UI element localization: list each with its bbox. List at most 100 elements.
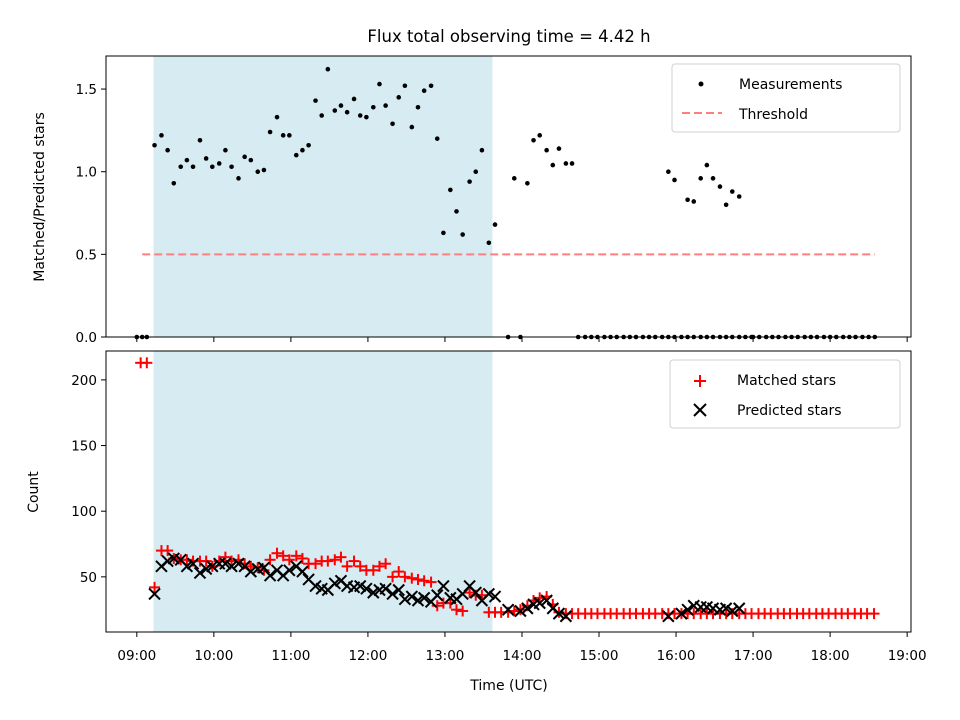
- bottom-y-tick-label: 100: [71, 504, 97, 520]
- predicted-stars-point: [488, 590, 502, 603]
- predicted-stars-point: [417, 591, 431, 605]
- predicted-x-b: [411, 594, 425, 607]
- matched-stars-point: [271, 547, 283, 559]
- measurement-point: [569, 161, 575, 166]
- predicted-x-b: [540, 594, 553, 607]
- bottom-x-tick-label: 15:00: [580, 648, 619, 664]
- bottom-x-tick-label: 17:00: [734, 648, 773, 664]
- predicted-stars-point: [469, 586, 482, 599]
- predicted-x-b: [328, 577, 341, 590]
- measurement-point: [563, 161, 569, 166]
- predicted-stars-point: [199, 562, 213, 576]
- predicted-x-b: [354, 579, 367, 593]
- bottom-legend: Matched stars Predicted stars: [669, 359, 901, 429]
- measurement-point: [492, 222, 498, 227]
- top-panel: 0.0 0.5 1.0 1.5 Matched/Predicted stars Mea…: [32, 55, 912, 346]
- predicted-stars-series: [148, 552, 746, 623]
- predicted-x-b: [379, 582, 392, 595]
- predicted-x-b: [180, 560, 194, 573]
- matched-stars-point: [412, 573, 424, 585]
- matched-stars-point: [367, 564, 379, 576]
- legend-measurements-marker: [698, 81, 704, 87]
- matched-stars-point: [354, 560, 366, 572]
- matched-stars-point: [219, 551, 231, 563]
- predicted-x-b: [219, 557, 232, 570]
- top-y-tick-label: 0.0: [76, 330, 97, 346]
- predicted-x-b: [681, 603, 694, 616]
- matched-stars-point: [141, 357, 153, 369]
- measurement-point: [666, 169, 671, 175]
- predicted-x-b: [405, 590, 419, 603]
- predicted-stars-point: [263, 569, 277, 582]
- measurement-point: [293, 152, 299, 158]
- matched-stars-point: [200, 555, 212, 567]
- predicted-stars-point: [431, 589, 444, 602]
- measurement-point: [344, 109, 350, 115]
- bottom-x-tick-label: 16:00: [657, 648, 696, 664]
- predicted-x-b: [386, 587, 399, 601]
- matched-stars-point: [283, 554, 295, 566]
- top-y-tick-label: 0.5: [76, 247, 97, 263]
- measurement-point: [357, 113, 363, 118]
- bottom-x-tick-label: 09:00: [117, 648, 156, 664]
- measurement-point: [428, 83, 434, 89]
- predicted-stars-point: [540, 594, 553, 607]
- matched-stars-point: [451, 604, 463, 616]
- legend-predicted-marker: [693, 403, 707, 417]
- predicted-x-b: [296, 565, 309, 578]
- measurement-point: [197, 138, 203, 143]
- predicted-x-b: [417, 591, 431, 605]
- measurement-point: [473, 169, 479, 175]
- predicted-x-b: [719, 602, 733, 615]
- matched-stars-point: [181, 554, 193, 566]
- predicted-stars-point: [225, 560, 238, 573]
- predicted-x-b: [726, 604, 739, 618]
- measurement-point: [441, 230, 446, 236]
- predicted-x-b: [733, 602, 746, 615]
- bottom-x-tick-label: 14:00: [503, 648, 542, 664]
- measurement-point: [203, 156, 209, 161]
- predicted-stars-point: [309, 579, 322, 593]
- measurement-point: [550, 162, 556, 168]
- matched-stars-point: [329, 554, 341, 566]
- bottom-x-tick-label: 10:00: [194, 648, 233, 664]
- matched-stars-point: [418, 575, 430, 587]
- bottom-x-tick-label: 18:00: [811, 648, 850, 664]
- predicted-stars-point: [360, 582, 373, 595]
- measurement-point: [377, 81, 382, 87]
- predicted-stars-point: [482, 587, 496, 601]
- measurement-point: [152, 142, 157, 148]
- matched-stars-point: [387, 571, 399, 583]
- predicted-x-b: [193, 566, 207, 580]
- predicted-stars-point: [733, 602, 746, 615]
- measurement-point: [448, 187, 453, 193]
- predicted-stars-point: [161, 554, 174, 568]
- measurement-point: [216, 161, 222, 166]
- predicted-x-b: [257, 561, 271, 574]
- predicted-x-b: [148, 587, 161, 601]
- predicted-x-b: [552, 607, 566, 620]
- bottom-panel: 50 100 150 200 09:00 10:00 11:00 12:00 13:00 14:…: [26, 350, 927, 694]
- measurement-point: [325, 66, 331, 72]
- matched-stars-point: [444, 597, 456, 609]
- measurement-point: [717, 184, 723, 189]
- measurement-point: [479, 147, 485, 153]
- measurement-point: [409, 124, 415, 130]
- matched-stars-point: [322, 555, 334, 567]
- matched-stars-point: [310, 558, 322, 570]
- matched-stars-point: [341, 560, 353, 572]
- measurement-point: [332, 108, 338, 113]
- predicted-x-b: [232, 557, 245, 570]
- measurement-point: [371, 104, 376, 110]
- bottom-axes-frame: [105, 350, 912, 633]
- predicted-x-b: [174, 553, 187, 566]
- matched-stars-point: [162, 545, 174, 557]
- measurement-point: [351, 96, 357, 102]
- measurement-point: [364, 114, 369, 120]
- matched-stars-point: [431, 600, 443, 612]
- predicted-x-b: [437, 579, 450, 593]
- matched-stars-point: [277, 550, 289, 562]
- top-y-ticks: 0.0 0.5 1.0 1.5: [76, 82, 106, 346]
- measurement-point: [210, 164, 215, 170]
